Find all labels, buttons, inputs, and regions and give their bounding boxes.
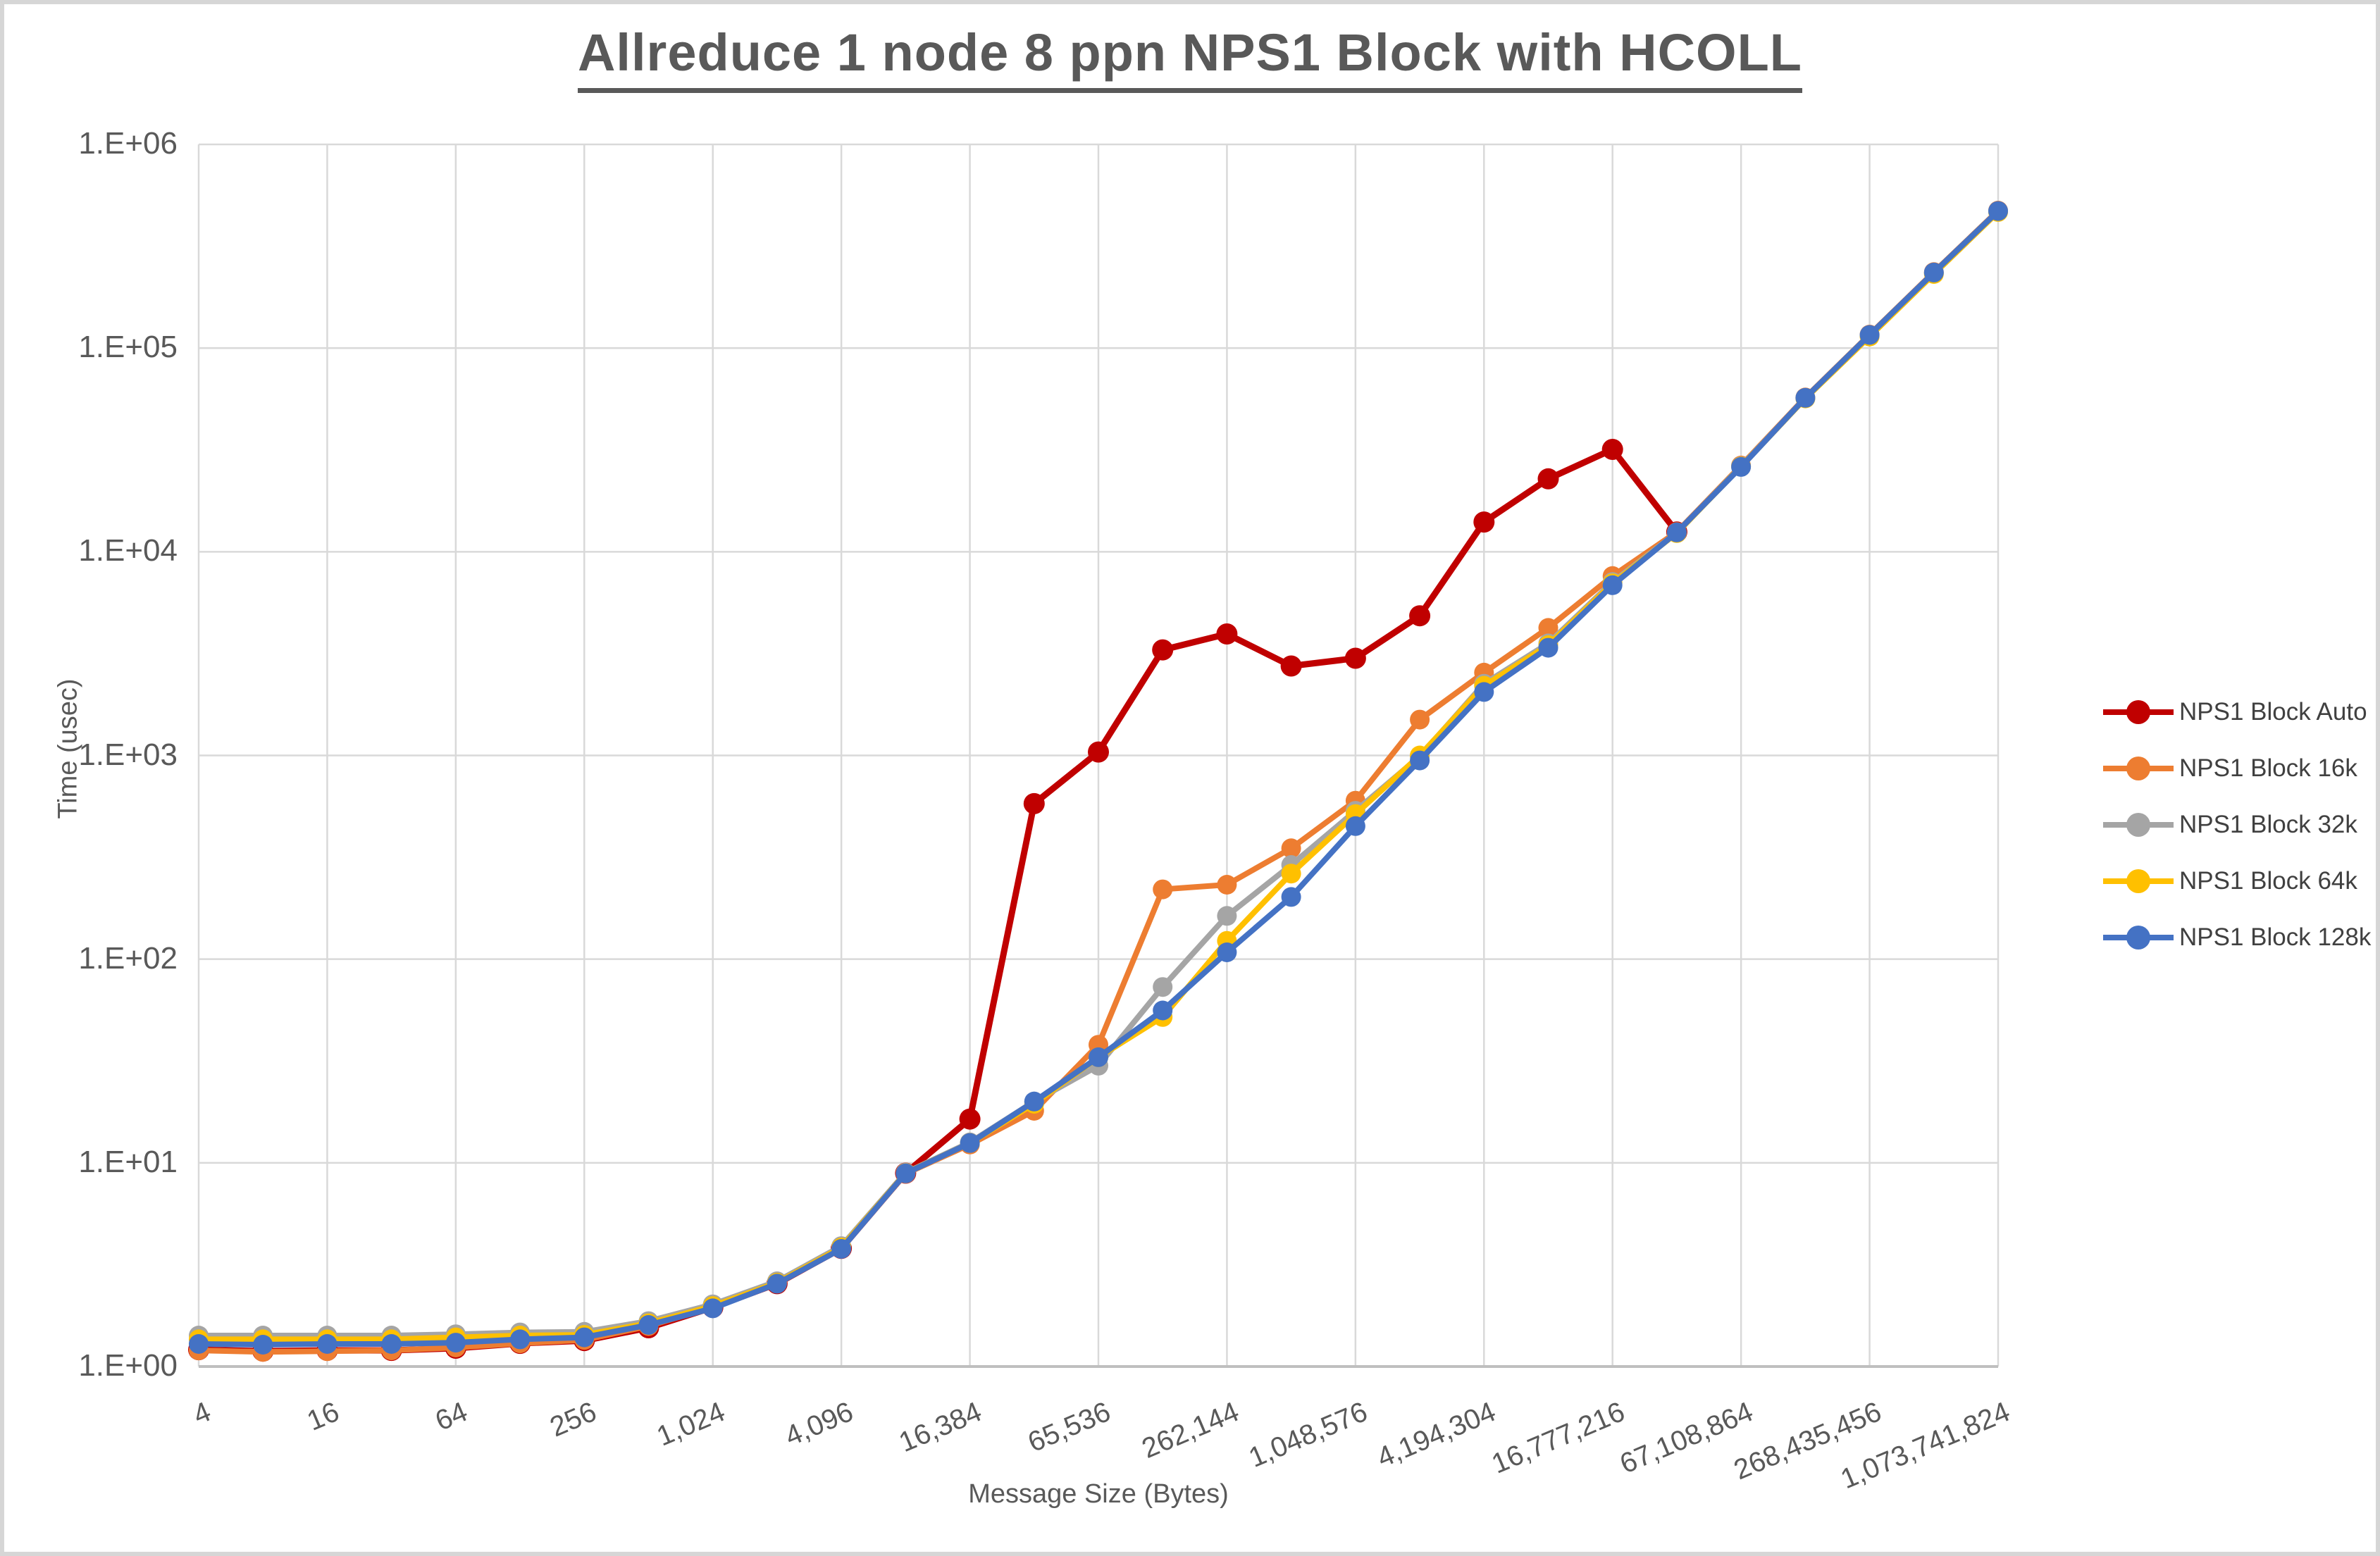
- data-point-marker: [1859, 325, 1880, 345]
- series-line: [195, 446, 1680, 1355]
- series-nps1-block-auto: [188, 439, 1687, 1362]
- data-point-marker: [1023, 792, 1045, 814]
- data-point-marker: [1153, 1000, 1173, 1021]
- data-point-marker: [1152, 639, 1174, 661]
- data-point-marker: [1281, 887, 1301, 907]
- legend-line-marker-icon: [2103, 700, 2174, 724]
- legend-line-marker-icon: [2103, 869, 2174, 893]
- data-point-marker: [959, 1108, 981, 1130]
- y-tick-label: 1.E+06: [78, 126, 178, 161]
- data-point-marker: [767, 1274, 787, 1294]
- data-point-marker: [1410, 709, 1430, 730]
- data-point-marker: [831, 1239, 852, 1259]
- data-point-marker: [1410, 750, 1430, 771]
- legend-line-marker-icon: [2103, 813, 2174, 837]
- data-point-marker: [1473, 511, 1495, 533]
- chart-legend: NPS1 Block Auto NPS1 Block 16k NPS1 Bloc…: [2103, 697, 2371, 952]
- data-point-marker: [1538, 618, 1558, 638]
- data-point-marker: [317, 1334, 337, 1354]
- legend-line-marker-icon: [2103, 926, 2174, 950]
- data-point-marker: [1666, 522, 1687, 542]
- data-point-marker: [1089, 1047, 1108, 1067]
- data-point-marker: [1217, 906, 1237, 926]
- data-point-marker: [1345, 816, 1365, 836]
- legend-label: NPS1 Block 16k: [2179, 754, 2357, 782]
- legend-line-marker-icon: [2103, 757, 2174, 780]
- data-point-marker: [253, 1335, 273, 1355]
- y-tick-label: 1.E+00: [78, 1348, 178, 1383]
- data-point-marker: [1344, 647, 1366, 669]
- data-point-marker: [510, 1329, 531, 1350]
- data-point-marker: [1537, 468, 1559, 490]
- data-point-marker: [1923, 262, 1944, 282]
- data-point-marker: [189, 1334, 209, 1354]
- y-tick-label: 1.E+01: [78, 1144, 178, 1179]
- legend-item-nps1-block-32k[interactable]: NPS1 Block 32k: [2103, 810, 2371, 840]
- data-point-marker: [1281, 864, 1301, 884]
- data-point-marker: [574, 1327, 595, 1348]
- data-point-marker: [1280, 655, 1302, 677]
- data-point-marker: [1216, 623, 1238, 645]
- data-point-marker: [1217, 875, 1237, 895]
- data-point-marker: [381, 1334, 402, 1354]
- data-point-marker: [1281, 838, 1301, 859]
- data-point-marker: [445, 1333, 466, 1353]
- data-point-marker: [702, 1298, 723, 1319]
- legend-item-nps1-block-16k[interactable]: NPS1 Block 16k: [2103, 754, 2371, 783]
- data-point-marker: [1474, 682, 1494, 702]
- y-tick-label: 1.E+04: [78, 533, 178, 568]
- data-point-marker: [1601, 439, 1623, 460]
- data-point-marker: [1024, 1091, 1044, 1112]
- data-point-marker: [1795, 387, 1816, 408]
- legend-label: NPS1 Block 32k: [2179, 811, 2357, 838]
- data-point-marker: [960, 1133, 980, 1153]
- legend-item-nps1-block-128k[interactable]: NPS1 Block 128k: [2103, 923, 2371, 952]
- y-tick-label: 1.E+05: [78, 330, 178, 365]
- data-point-marker: [1602, 575, 1623, 595]
- y-axis-title: Time (usec): [53, 678, 83, 819]
- legend-item-nps1-block-64k[interactable]: NPS1 Block 64k: [2103, 866, 2371, 896]
- data-point-marker: [638, 1315, 659, 1335]
- data-point-marker: [1153, 977, 1173, 997]
- legend-item-nps1-block-auto[interactable]: NPS1 Block Auto: [2103, 697, 2371, 727]
- data-point-marker: [1731, 456, 1752, 477]
- data-point-marker: [1538, 637, 1558, 658]
- data-point-marker: [895, 1163, 916, 1183]
- data-point-marker: [1088, 741, 1109, 763]
- data-point-marker: [1409, 605, 1431, 627]
- data-point-marker: [1988, 201, 2008, 221]
- y-tick-label: 1.E+03: [78, 737, 178, 772]
- data-point-marker: [1217, 942, 1237, 962]
- data-point-marker: [1153, 879, 1173, 900]
- x-axis-title: Message Size (Bytes): [968, 1479, 1229, 1509]
- series-nps1-block-128k: [189, 201, 2008, 1355]
- chart-title: Allreduce 1 node 8 ppn NPS1 Block with H…: [0, 23, 2380, 93]
- y-tick-label: 1.E+02: [78, 940, 178, 976]
- legend-label: NPS1 Block 64k: [2179, 867, 2357, 895]
- legend-label: NPS1 Block Auto: [2179, 698, 2367, 726]
- legend-label: NPS1 Block 128k: [2179, 923, 2372, 951]
